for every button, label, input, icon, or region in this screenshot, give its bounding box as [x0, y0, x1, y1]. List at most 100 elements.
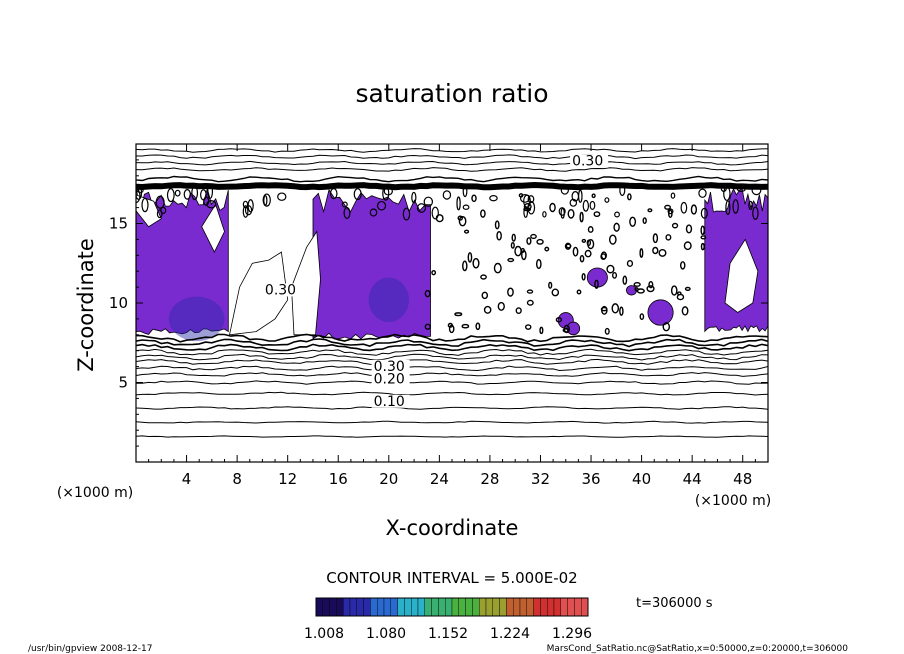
contour-band: [136, 181, 768, 191]
colorbar-cell: [417, 597, 426, 617]
contour-label-group: 0.100.200.300.300.30: [262, 154, 609, 410]
contour-speck: [578, 189, 583, 203]
contour-speck: [555, 317, 563, 323]
contour-line: [136, 154, 768, 160]
contour-speck: [589, 200, 596, 211]
contour-speck: [511, 233, 516, 242]
contour-speck: [639, 313, 645, 321]
colorbar-cell: [540, 597, 548, 617]
contour-speck: [582, 199, 590, 212]
contour-line: [136, 148, 768, 153]
colorbar-cell: [533, 597, 541, 617]
contour-speck: [472, 257, 480, 269]
contour-speck: [571, 191, 580, 202]
contour-speck: [642, 217, 647, 225]
colorbar-cell: [349, 597, 358, 617]
contour-line: [136, 333, 768, 343]
x-unit-right: (×1000 m): [695, 493, 771, 509]
contour-speck: [667, 208, 674, 215]
contour-label: 0.10: [374, 394, 405, 410]
contour-speck: [579, 255, 585, 263]
contour-speck: [462, 185, 468, 198]
x-unit-left: (×1000 m): [57, 485, 133, 501]
contour-speck: [604, 197, 610, 203]
colorbar-tick-label: 1.296: [552, 626, 592, 642]
contour-speck: [494, 220, 500, 230]
contour-speck: [560, 185, 569, 195]
contour-speck: [526, 299, 534, 306]
contour-speck: [611, 272, 618, 279]
x-tick-label: 12: [278, 470, 297, 488]
contour-speck: [456, 196, 461, 211]
colorbar-cell: [499, 597, 507, 617]
contour-speck: [606, 264, 615, 274]
colorbar-cell: [519, 597, 528, 617]
contour-speck: [581, 272, 586, 281]
contour-lines: [136, 148, 768, 438]
contour-speck: [748, 200, 753, 211]
contour-speck: [652, 246, 659, 255]
x-tick-label: 16: [329, 470, 348, 488]
contour-speck: [591, 193, 596, 199]
contour-speck: [611, 303, 620, 314]
supersaturated-island: [647, 299, 674, 326]
colorbar-cell: [404, 597, 412, 617]
contour-speck: [619, 184, 626, 196]
contour-speck: [481, 291, 489, 300]
contour-speck: [544, 246, 550, 252]
contour-speck: [700, 235, 707, 240]
x-tick-label: 40: [632, 470, 651, 488]
contour-speck: [562, 328, 570, 333]
colorbar-cell: [479, 597, 487, 617]
contour-speck: [569, 198, 578, 207]
contour-speck: [664, 204, 671, 210]
contour-label: 0.20: [374, 372, 405, 388]
contour-line: [136, 338, 768, 348]
contour-speck: [423, 196, 434, 207]
contour-speck: [579, 211, 584, 223]
colorbar-cell: [506, 597, 514, 617]
contour-speck: [329, 188, 338, 200]
contour-speck: [647, 208, 653, 213]
contour-speck: [174, 189, 181, 197]
high-saturation-core: [368, 277, 410, 323]
x-tick-label: 28: [480, 470, 499, 488]
contour-speck: [619, 306, 624, 316]
colorbar: 1.008 1.080 1.152 1.224 1.296: [304, 597, 592, 642]
plot-area: 0.100.200.300.300.30: [136, 148, 768, 438]
contour-speck: [497, 301, 505, 311]
x-tick-label: 32: [531, 470, 550, 488]
contour-line: [136, 372, 768, 378]
contour-label: 0.30: [265, 282, 296, 298]
colorbar-cell: [472, 597, 480, 617]
colorbar-cell: [377, 597, 385, 617]
contour-speck: [535, 258, 542, 269]
contour-speck: [629, 216, 637, 227]
colorbar-cell: [445, 597, 453, 617]
contour-speck: [593, 211, 601, 217]
colorbar-cell: [329, 597, 337, 617]
contour-speck: [684, 286, 691, 291]
contour-speck: [467, 252, 473, 263]
contour-speck: [622, 275, 628, 285]
contour-speck: [683, 241, 692, 251]
colorbar-cell: [411, 597, 419, 617]
contour-speck: [160, 206, 167, 214]
colorbar-cell: [567, 597, 575, 617]
contour-speck: [515, 307, 522, 314]
contour-speck: [662, 322, 671, 332]
contour-interval-text: CONTOUR INTERVAL = 5.000E-02: [326, 569, 577, 587]
contour-line: [136, 365, 768, 372]
colorbar-cell: [553, 597, 562, 617]
contour-speck: [431, 206, 439, 220]
colorbar-cell: [581, 597, 589, 617]
colorbar-cell: [356, 597, 364, 617]
contour-label: 0.30: [374, 359, 405, 375]
contour-speck: [480, 274, 487, 280]
unsaturated-gap: [228, 251, 289, 336]
contour-line: [136, 167, 768, 172]
contour-speck: [493, 262, 502, 274]
contour-speck: [203, 196, 210, 206]
contour-speck: [648, 280, 654, 289]
